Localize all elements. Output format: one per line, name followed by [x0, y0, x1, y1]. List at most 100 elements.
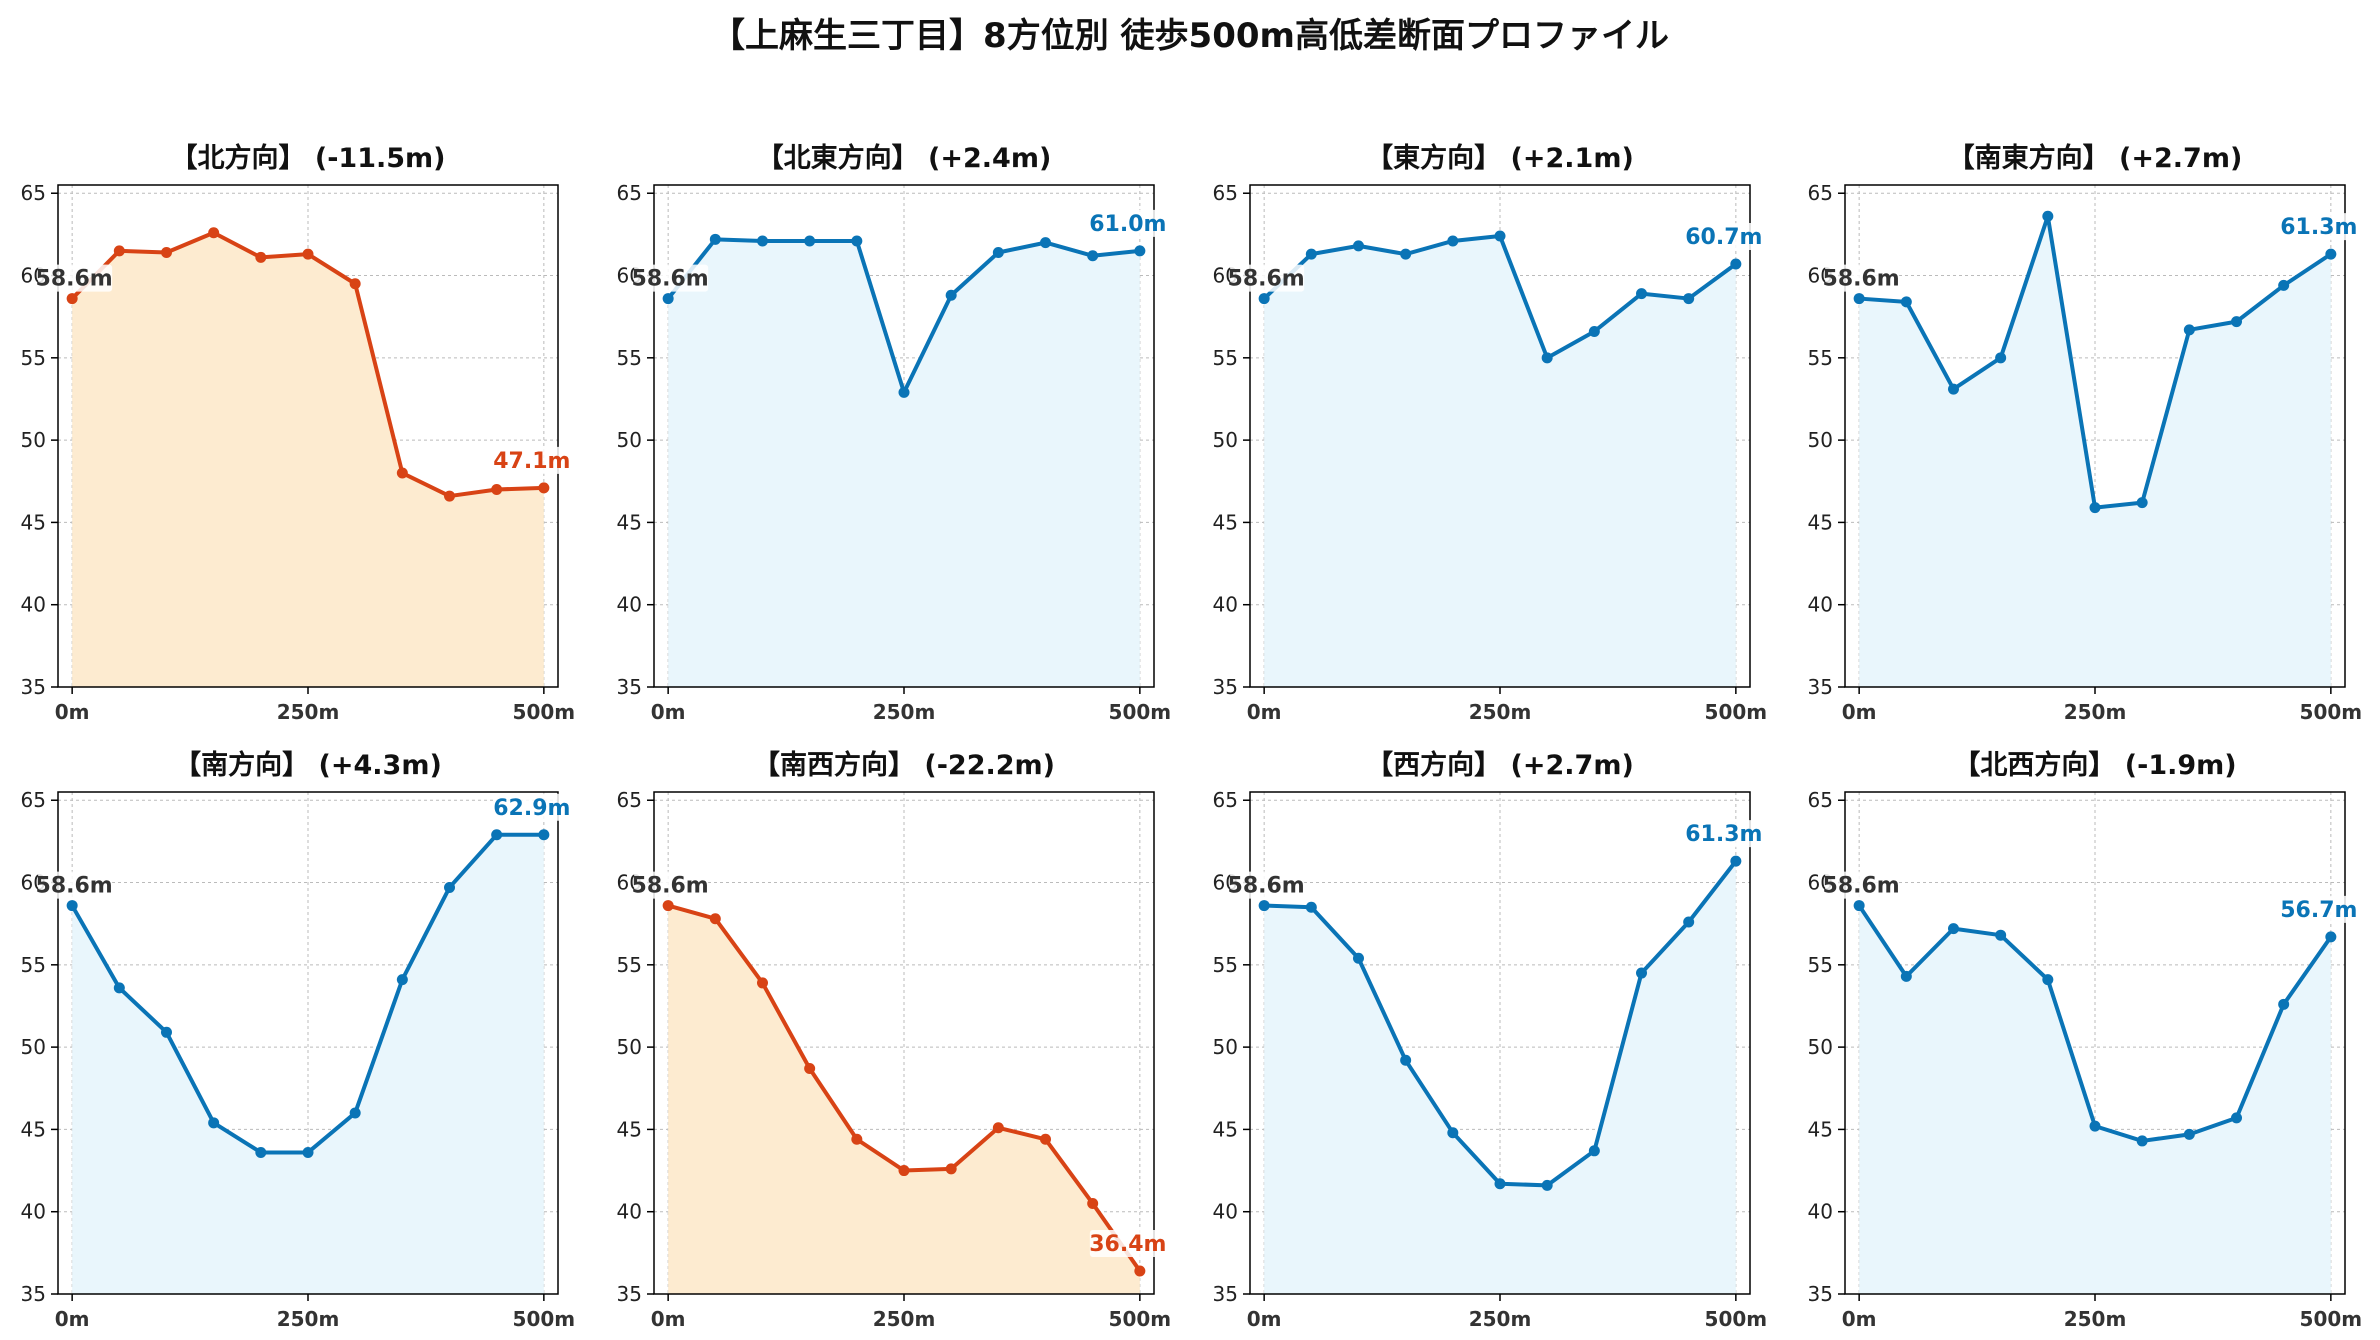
data-point: [945, 1163, 957, 1175]
y-tick-label: 50: [617, 428, 642, 452]
end-label-bg: [2280, 213, 2357, 241]
y-tick-label: 40: [1213, 1200, 1238, 1224]
y-tick-label: 65: [21, 181, 46, 205]
data-point: [992, 246, 1004, 258]
y-tick-label: 65: [1213, 788, 1238, 812]
data-point: [2089, 502, 2101, 514]
y-tick-label: 65: [617, 181, 642, 205]
data-point: [1900, 970, 1912, 982]
data-point: [2089, 1120, 2101, 1132]
end-label: 62.9m: [493, 796, 570, 821]
data-point: [160, 1026, 172, 1038]
y-tick-label: 65: [1808, 788, 1833, 812]
data-point: [1853, 293, 1865, 305]
data-point: [851, 235, 863, 247]
data-point: [1040, 237, 1052, 249]
panel-title: 【東方向】 (+2.1m): [1366, 142, 1634, 174]
data-point: [2183, 324, 2195, 336]
data-point: [396, 467, 408, 479]
y-tick-label: 35: [1808, 675, 1833, 699]
y-tick-label: 55: [1213, 346, 1238, 370]
area-fill: [1264, 236, 1736, 687]
data-point: [1447, 235, 1459, 247]
x-tick-label: 0m: [1247, 1307, 1282, 1331]
y-tick-label: 35: [21, 1282, 46, 1306]
data-point: [1683, 293, 1695, 305]
y-tick-label: 65: [617, 788, 642, 812]
start-label-bg: [634, 264, 709, 292]
start-label: 58.6m: [632, 874, 709, 899]
area-fill: [668, 239, 1140, 687]
start-label-bg: [1825, 871, 1900, 899]
data-point: [1995, 929, 2007, 941]
x-tick-label: 0m: [651, 1307, 686, 1331]
x-tick-label: 250m: [2064, 1307, 2127, 1331]
y-tick-label: 35: [1808, 1282, 1833, 1306]
data-point: [538, 829, 550, 841]
end-label: 60.7m: [1685, 225, 1762, 250]
end-label-bg: [493, 446, 570, 474]
end-label: 61.3m: [2280, 215, 2357, 240]
data-point: [160, 246, 172, 258]
x-tick-label: 250m: [277, 700, 340, 724]
y-tick-label: 55: [617, 953, 642, 977]
start-label-bg: [1230, 264, 1305, 292]
data-point: [945, 289, 957, 301]
data-point: [1853, 900, 1865, 912]
data-point: [1134, 245, 1146, 257]
y-tick-label: 65: [21, 788, 46, 812]
data-point: [444, 881, 456, 893]
end-label: 36.4m: [1089, 1232, 1166, 1257]
data-point: [804, 235, 816, 247]
data-point: [1134, 1265, 1146, 1277]
y-tick-label: 55: [21, 953, 46, 977]
y-tick-label: 40: [1808, 593, 1833, 617]
x-tick-label: 500m: [1705, 700, 1768, 724]
y-tick-label: 35: [21, 675, 46, 699]
data-point: [1447, 1127, 1459, 1139]
end-label: 61.0m: [1089, 212, 1166, 237]
start-label: 58.6m: [36, 874, 113, 899]
end-label-bg: [1089, 209, 1166, 237]
start-label-bg: [38, 264, 113, 292]
data-point: [1730, 855, 1742, 867]
area-fill: [72, 232, 544, 687]
data-point: [2042, 974, 2054, 986]
data-point: [898, 386, 910, 398]
panel-title: 【北西方向】 (-1.9m): [1953, 749, 2236, 781]
data-point: [113, 982, 125, 994]
data-point: [1087, 1197, 1099, 1209]
data-point: [208, 227, 220, 239]
y-tick-label: 35: [617, 1282, 642, 1306]
data-point: [1947, 383, 1959, 395]
data-point: [2136, 497, 2148, 509]
end-label: 56.7m: [2280, 898, 2357, 923]
data-point: [2278, 279, 2290, 291]
y-tick-label: 40: [617, 1200, 642, 1224]
data-point: [1352, 952, 1364, 964]
x-tick-label: 500m: [513, 700, 576, 724]
area-fill: [1859, 905, 2331, 1294]
data-point: [255, 1146, 267, 1158]
data-point: [898, 1165, 910, 1177]
y-tick-label: 55: [1213, 953, 1238, 977]
y-tick-label: 55: [1808, 346, 1833, 370]
y-tick-label: 50: [21, 428, 46, 452]
start-label-bg: [1825, 264, 1900, 292]
data-point: [1730, 258, 1742, 270]
y-tick-label: 65: [1213, 181, 1238, 205]
x-tick-label: 500m: [1109, 1307, 1172, 1331]
data-point: [349, 1107, 361, 1119]
data-point: [1947, 923, 1959, 935]
data-point: [1494, 230, 1506, 242]
data-point: [1588, 1145, 1600, 1157]
y-tick-label: 50: [1808, 1035, 1833, 1059]
y-tick-label: 45: [1213, 1117, 1238, 1141]
data-point: [709, 913, 721, 925]
y-tick-label: 45: [617, 510, 642, 534]
y-tick-label: 35: [1213, 1282, 1238, 1306]
data-point: [1995, 352, 2007, 364]
